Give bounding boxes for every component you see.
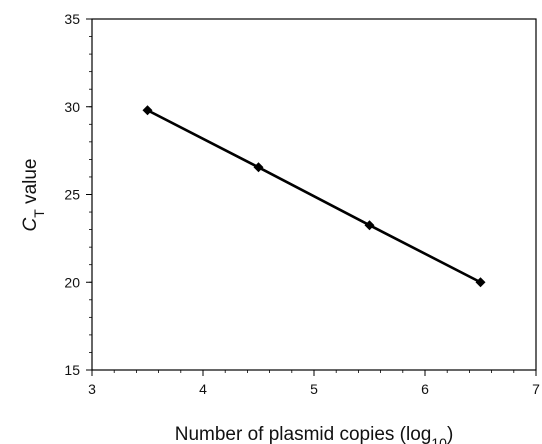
x-tick-label: 5	[310, 381, 318, 397]
data-point	[364, 220, 375, 231]
data-point	[142, 105, 153, 116]
ticks: 3 4 5 6 7 15 20 25 30 35	[64, 11, 540, 397]
series-layer	[142, 105, 486, 288]
data-point	[253, 162, 264, 173]
y-tick-label: 35	[64, 11, 80, 27]
x-tick-label: 6	[421, 381, 429, 397]
x-tick-label: 3	[88, 381, 96, 397]
plot-frame	[91, 18, 537, 371]
axes	[91, 18, 537, 371]
x-tick-label: 4	[199, 381, 207, 397]
y-axis-title: CT value	[20, 159, 47, 232]
y-tick-label: 20	[64, 274, 80, 290]
y-tick-label: 15	[64, 362, 80, 378]
y-tick-label: 25	[64, 187, 80, 203]
y-tick-label: 30	[64, 99, 80, 115]
series-line	[146, 109, 482, 284]
x-tick-label: 7	[532, 381, 540, 397]
x-axis-title: Number of plasmid copies (log10)	[175, 424, 454, 444]
data-point	[475, 277, 486, 288]
